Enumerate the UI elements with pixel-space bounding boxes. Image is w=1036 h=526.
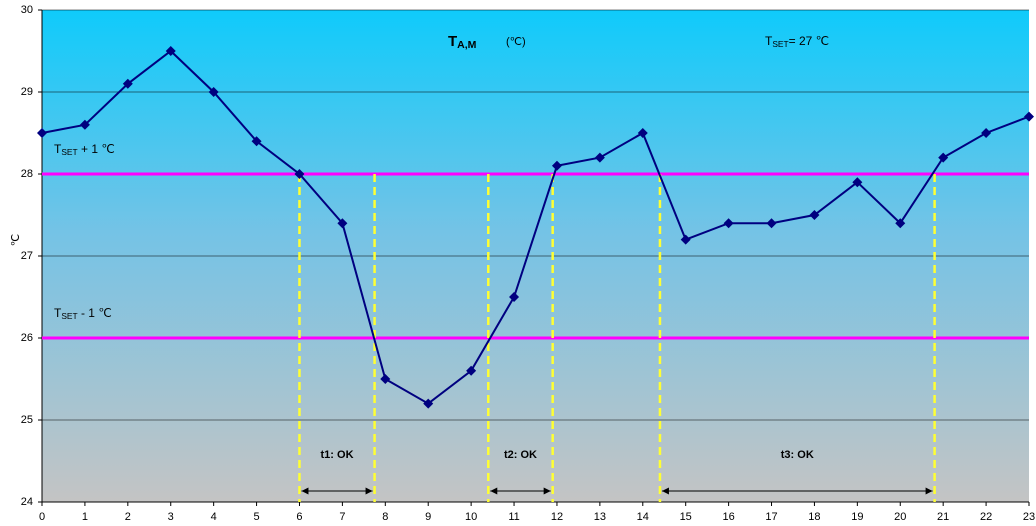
- data-point: [380, 374, 391, 384]
- data-point: [37, 128, 47, 138]
- x-tick-label: 2: [125, 511, 131, 523]
- data-point: [251, 136, 262, 147]
- x-tick-label: 3: [168, 511, 174, 523]
- interval-label: t3: OK: [781, 449, 814, 461]
- data-point: [79, 119, 90, 130]
- data-point: [509, 292, 520, 302]
- reference-label-base: T: [54, 306, 62, 320]
- reference-label-base: T: [54, 142, 62, 156]
- data-point: [852, 177, 863, 188]
- y-tick-label: 27: [21, 250, 33, 262]
- series-line: [41, 49, 1030, 405]
- chart-title-base: T: [448, 33, 457, 50]
- data-point: [981, 128, 992, 138]
- data-point: [809, 210, 820, 220]
- y-tick-label: 26: [21, 332, 33, 344]
- x-tick-label: 21: [937, 511, 949, 523]
- x-tick-label: 5: [254, 511, 260, 523]
- data-point: [594, 152, 605, 163]
- x-tick-label: 4: [211, 511, 217, 523]
- data-point: [466, 365, 477, 376]
- chart-title: TA,M: [448, 33, 477, 51]
- x-tick-label: 22: [980, 511, 992, 523]
- data-point: [895, 218, 906, 229]
- x-tick-label: 7: [339, 511, 345, 523]
- x-tick-label: 14: [637, 511, 649, 523]
- chart-title-sub: A,M: [457, 39, 477, 51]
- x-tick-label: 6: [296, 511, 302, 523]
- data-point: [208, 87, 219, 97]
- y-tick-label: 29: [21, 86, 33, 98]
- reference-label-sub: SET: [61, 311, 77, 321]
- x-tick-label: 20: [894, 511, 906, 523]
- x-tick-label: 1: [82, 511, 88, 523]
- interval-label: t1: OK: [321, 449, 354, 461]
- x-tick-label: 17: [765, 511, 777, 523]
- y-tick-label: 24: [21, 496, 33, 508]
- setpoint-note: TSET= 27 ℃: [765, 34, 829, 49]
- y-axis-label: ℃: [10, 234, 22, 246]
- x-tick-label: 23: [1023, 511, 1035, 523]
- chart-title-unit: (℃): [506, 36, 526, 48]
- reference-label-rest: + 1 ℃: [78, 142, 115, 156]
- data-point: [551, 160, 562, 171]
- interval-label: t2: OK: [504, 449, 537, 461]
- data-point: [1024, 111, 1034, 122]
- x-tick-label: 15: [680, 511, 692, 523]
- setpoint-note-rest: = 27 ℃: [789, 34, 830, 48]
- y-tick-label: 28: [21, 168, 33, 180]
- y-tick-label: 25: [21, 414, 33, 426]
- x-tick-label: 8: [382, 511, 388, 523]
- x-tick-label: 18: [808, 511, 820, 523]
- reference-label-rest: - 1 ℃: [78, 306, 112, 320]
- data-point: [938, 152, 949, 163]
- x-tick-label: 12: [551, 511, 563, 523]
- data-point: [723, 218, 734, 229]
- x-tick-label: 10: [465, 511, 477, 523]
- data-point: [680, 234, 691, 245]
- data-point: [766, 218, 777, 229]
- setpoint-note-sub: SET: [772, 39, 788, 49]
- reference-label: TSET - 1 ℃: [54, 306, 112, 321]
- data-point: [122, 78, 133, 89]
- reference-label-sub: SET: [61, 147, 77, 157]
- x-tick-label: 19: [851, 511, 863, 523]
- reference-label: TSET + 1 ℃: [54, 142, 115, 157]
- x-tick-label: 0: [39, 511, 45, 523]
- x-tick-label: 9: [425, 511, 431, 523]
- data-point: [165, 46, 176, 56]
- data-point: [294, 169, 305, 179]
- data-point: [337, 218, 348, 229]
- data-point: [637, 128, 648, 138]
- x-tick-label: 11: [508, 511, 519, 523]
- y-tick-label: 30: [21, 4, 33, 16]
- x-tick-label: 16: [722, 511, 734, 523]
- x-tick-label: 13: [594, 511, 606, 523]
- setpoint-note-base: T: [765, 34, 773, 48]
- data-point: [423, 398, 434, 409]
